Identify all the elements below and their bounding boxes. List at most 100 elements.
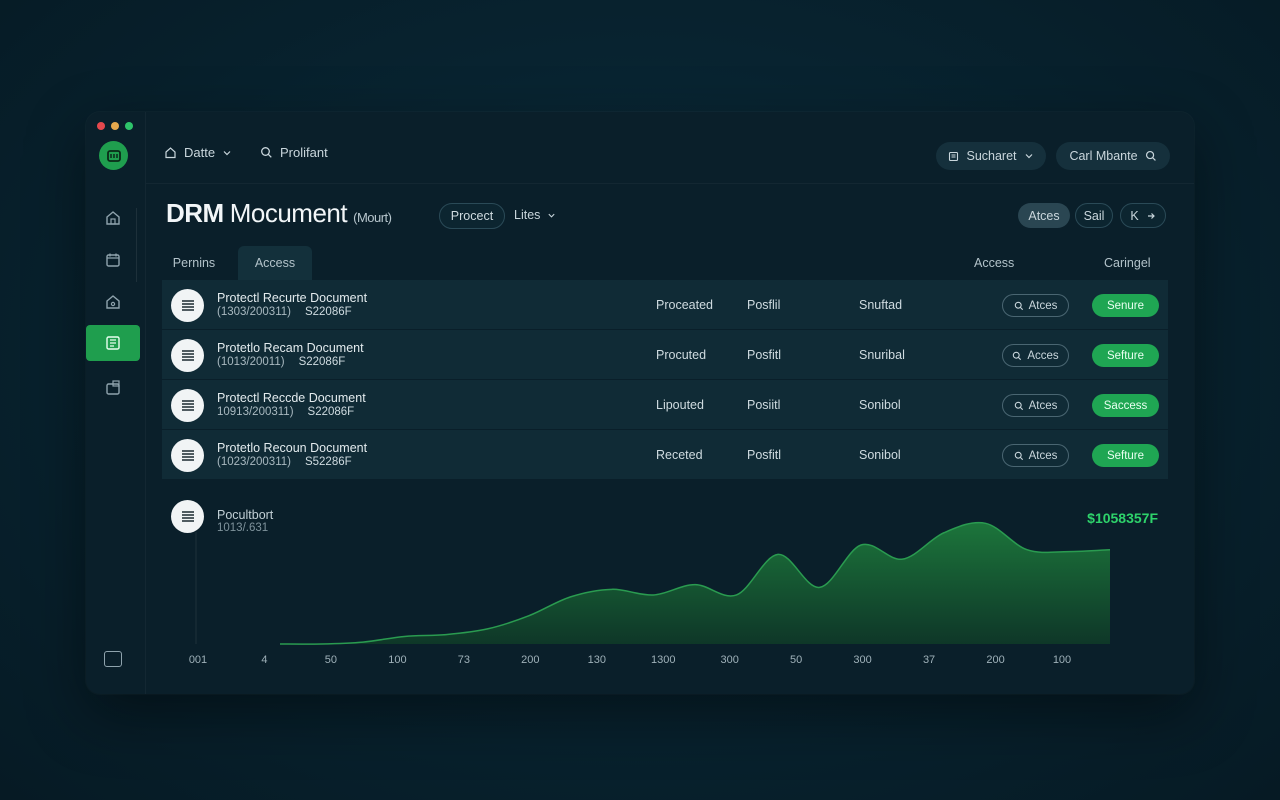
status-button-label: Sefture xyxy=(1106,449,1145,462)
page-title: DRM Mocument (Mourt) xyxy=(166,198,392,229)
status-button-label: Senure xyxy=(1106,299,1145,312)
access-button-label: Atces xyxy=(1028,299,1058,312)
document-date: (1013/20011) xyxy=(217,356,285,368)
document-icon xyxy=(949,151,959,161)
chevron-down-icon xyxy=(548,213,555,218)
document-date: 10913/200311) xyxy=(217,406,294,418)
date-dropdown[interactable]: Datte xyxy=(164,145,232,160)
search-icon xyxy=(1014,401,1023,410)
document-list-icon xyxy=(171,500,204,533)
chart-x-tick-label: 200 xyxy=(986,654,1004,666)
app-logo-icon[interactable] xyxy=(99,141,128,170)
share-action-label: K xyxy=(1130,208,1139,223)
chart-x-tick-label: 37 xyxy=(923,654,935,666)
document-state: Procuted xyxy=(656,348,707,362)
search-icon xyxy=(261,147,272,158)
top-bar: Datte Prolifant Sucharet Carl Mbante xyxy=(146,112,1194,184)
table-row[interactable]: Protectl Recurte Document (1303/200311) … xyxy=(162,280,1168,330)
sidebar-item-drm[interactable] xyxy=(86,325,140,361)
access-button[interactable]: Atces xyxy=(1002,444,1069,467)
page-title-rest: Mocument xyxy=(229,198,348,228)
document-policy: Posiitl xyxy=(747,398,781,412)
document-list-icon xyxy=(171,389,204,422)
document-date: (1303/200311) xyxy=(217,306,291,318)
document-date: (1023/200311) xyxy=(217,456,291,468)
chart-x-tick-label: 130 xyxy=(588,654,606,666)
document-list-icon xyxy=(171,339,204,372)
chart-x-tick-label: 001 xyxy=(189,654,207,666)
column-header-status: Caringel xyxy=(1104,256,1151,270)
document-list-icon xyxy=(171,439,204,472)
chart-total-value: $1058357F xyxy=(1087,510,1158,526)
access-action-button[interactable]: Atces xyxy=(1018,203,1070,228)
document-policy: Posfitl xyxy=(747,348,782,362)
filter-dropdown[interactable]: Lites xyxy=(514,208,556,222)
status-button[interactable]: Sefture xyxy=(1092,444,1159,467)
activity-chart-svg: 001 4 50 100 73 200 130 1300 300 50 300 37 200 100 xyxy=(189,521,1111,666)
access-button[interactable]: Atces xyxy=(1002,394,1069,417)
table-row[interactable]: Protetlo Recoun Document (1023/200311) S… xyxy=(162,430,1168,480)
maximize-window-button[interactable] xyxy=(125,122,133,130)
chart-x-tick-label: 4 xyxy=(261,654,267,666)
access-button-label: Atces xyxy=(1028,449,1058,462)
tab-access[interactable]: Access xyxy=(238,246,312,280)
access-button[interactable]: Atces xyxy=(1002,294,1069,317)
document-meta: (1013/20011) S22086F xyxy=(217,356,345,368)
workspace-select-label: Sucharet xyxy=(966,149,1017,163)
document-name: Protetlo Recam Document xyxy=(217,341,364,355)
access-button-label: Acces xyxy=(1027,349,1059,362)
access-button-label: Atces xyxy=(1028,399,1058,412)
document-meta: (1023/200311) S52286F xyxy=(217,456,352,468)
sidebar xyxy=(86,112,146,694)
workspace-select[interactable]: Sucharet xyxy=(936,142,1046,170)
window-controls xyxy=(97,122,133,130)
user-search[interactable]: Carl Mbante xyxy=(1056,142,1170,170)
sidebar-item-documents[interactable] xyxy=(86,242,140,278)
document-scope: Snuftad xyxy=(859,298,903,312)
document-grid-icon xyxy=(106,336,120,350)
table-row[interactable]: Protetlo Recam Document (1013/20011) S22… xyxy=(162,330,1168,380)
share-action-button[interactable]: K xyxy=(1120,203,1166,228)
chart-title: Pocultbort xyxy=(217,508,274,522)
status-button[interactable]: Senure xyxy=(1092,294,1159,317)
date-dropdown-label: Datte xyxy=(184,145,216,160)
column-header-access: Access xyxy=(974,256,1015,270)
search-icon xyxy=(1014,301,1023,310)
tab-permissions[interactable]: Pernins xyxy=(162,246,226,280)
chart-x-tick-label: 300 xyxy=(721,654,739,666)
settings-square-icon[interactable] xyxy=(104,651,122,667)
sidebar-item-reports[interactable] xyxy=(86,370,140,406)
sidebar-item-vault[interactable] xyxy=(86,284,140,320)
search-icon xyxy=(1145,150,1156,161)
status-button-label: Sefture xyxy=(1106,349,1145,362)
access-button[interactable]: Acces xyxy=(1002,344,1069,367)
sidebar-divider xyxy=(136,208,137,282)
search-link[interactable]: Prolifant xyxy=(260,145,328,160)
filter-dropdown-label: Lites xyxy=(514,208,541,222)
chart-x-tick-label: 73 xyxy=(458,654,470,666)
arrow-right-icon xyxy=(1147,212,1155,219)
sail-action-button[interactable]: Sail xyxy=(1075,203,1113,228)
status-button[interactable]: Saccess xyxy=(1092,394,1159,417)
chevron-down-icon xyxy=(223,150,231,155)
activity-chart: 001 4 50 100 73 200 130 1300 300 50 300 37 200 100 Po… xyxy=(162,492,1168,682)
tab-permissions-label: Pernins xyxy=(172,256,216,270)
minimize-window-button[interactable] xyxy=(111,122,119,130)
chart-area-fill xyxy=(280,522,1110,645)
chart-x-tick-label: 50 xyxy=(325,654,337,666)
table-tabs: Pernins Access Access Caringel xyxy=(162,246,1168,280)
sidebar-item-home[interactable] xyxy=(86,200,140,236)
chart-x-tick-label: 100 xyxy=(388,654,406,666)
document-scope: Snuribal xyxy=(859,348,905,362)
document-state: Proceated xyxy=(656,298,713,312)
chart-x-tick-label: 200 xyxy=(521,654,539,666)
filter-pill[interactable]: Procect xyxy=(439,203,505,229)
document-scope: Sonibol xyxy=(859,448,901,462)
close-window-button[interactable] xyxy=(97,122,105,130)
home-icon xyxy=(165,147,176,159)
search-icon xyxy=(1013,351,1022,360)
table-row[interactable]: Protectl Reccde Document 10913/200311) S… xyxy=(162,380,1168,430)
status-button[interactable]: Sefture xyxy=(1092,344,1159,367)
chart-date: 1013/.631 xyxy=(217,522,269,534)
document-name: Protectl Recurte Document xyxy=(217,291,368,305)
